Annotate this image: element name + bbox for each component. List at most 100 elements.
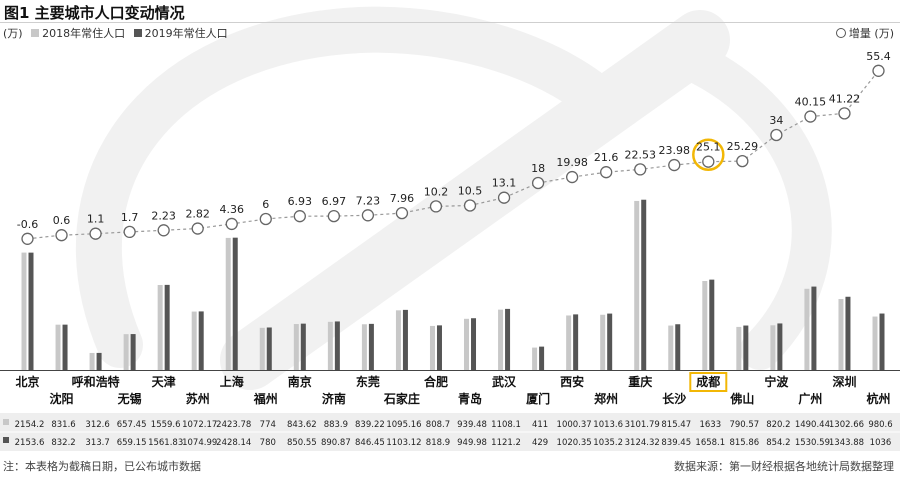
increase-value-label: 1.7 — [121, 211, 139, 224]
increase-value-label: -0.6 — [17, 218, 38, 231]
table-cell-2019: 1658.1 — [695, 438, 725, 448]
table-cell-2019: 1343.88 — [829, 438, 864, 448]
increase-value-label: 2.82 — [185, 208, 210, 221]
bar-2019 — [436, 325, 442, 370]
increase-value-label: 41.22 — [829, 92, 861, 105]
table-cell-2019: 1035.2 — [593, 438, 623, 448]
category-label: 东莞 — [356, 374, 380, 389]
bar-2018 — [395, 310, 401, 370]
increase-value-label: 40.15 — [795, 96, 827, 109]
bar-2019 — [402, 309, 408, 370]
table-cell-2019: 2428.14 — [216, 438, 251, 448]
increase-value-label: 7.96 — [390, 192, 415, 205]
bar-2019 — [232, 237, 238, 370]
bar-2018 — [838, 299, 844, 370]
increase-point — [157, 224, 170, 237]
title-divider — [0, 22, 900, 23]
table-cell-2018: 1000.37 — [557, 420, 592, 430]
table-cell-2019: 429 — [532, 438, 548, 448]
legend-2019-label: 2019年常住人口 — [144, 27, 228, 40]
increase-value-label: 4.36 — [219, 203, 244, 216]
increase-point — [770, 128, 783, 142]
data-source: 数据来源：第一财经根据各地统计局数据整理 — [674, 460, 894, 473]
highlight-ring-category — [689, 372, 728, 392]
bar-2019 — [334, 321, 340, 370]
increase-point — [429, 200, 443, 213]
increase-point — [565, 170, 579, 184]
table-cell-2019: 854.2 — [766, 438, 790, 448]
table-cell-2018: 1559.6 — [151, 420, 181, 430]
category-label: 无锡 — [117, 391, 142, 406]
watermark-logo — [75, 6, 832, 390]
bar-2019 — [266, 327, 272, 370]
bar-2019 — [198, 311, 204, 370]
table-cell-2018: 790.57 — [729, 420, 759, 430]
table-cell-2019: 659.15 — [117, 438, 147, 448]
bar-2018 — [55, 324, 61, 370]
table-cell-2018: 411 — [532, 420, 548, 430]
table-cell-2019: 1020.35 — [557, 438, 592, 448]
increase-point — [327, 209, 341, 223]
increase-value-label: 1.1 — [87, 213, 105, 226]
table-cell-2019: 3124.32 — [625, 438, 660, 448]
table-row-2018-swatch — [3, 419, 9, 425]
increase-point — [463, 199, 477, 212]
table-cell-2019: 949.98 — [457, 438, 487, 448]
table-cell-2018: 774 — [260, 420, 276, 430]
increase-point — [838, 107, 851, 120]
increase-point — [497, 191, 511, 204]
category-label: 广州 — [798, 391, 822, 406]
increase-value-label: 22.53 — [624, 148, 656, 161]
bar-2019 — [28, 252, 34, 370]
table-cell-2019: 818.9 — [426, 438, 450, 448]
category-label: 宁波 — [764, 374, 789, 389]
legend-bars: (万) 2018年常住人口 2019年常住人口 — [3, 25, 228, 41]
category-label: 合肥 — [424, 374, 448, 389]
category-label: 深圳 — [832, 374, 856, 389]
table-cell-2018: 1302.66 — [829, 420, 864, 430]
legend-2018-label: 2018年常住人口 — [42, 27, 126, 40]
increase-point — [804, 110, 817, 123]
bar-2019 — [777, 323, 783, 370]
bar-2018 — [668, 325, 674, 370]
table-cell-2018: 312.6 — [85, 420, 109, 430]
table-cell-2019: 846.45 — [355, 438, 385, 448]
table-cell-2018: 831.6 — [51, 420, 75, 430]
table-cell-2018: 1095.16 — [386, 420, 421, 430]
watermark-arc-left — [75, 6, 633, 368]
bar-2019 — [709, 279, 715, 370]
table-cell-2018: 820.2 — [766, 420, 790, 430]
legend-swatch-2019 — [133, 29, 142, 37]
bar-2019 — [675, 324, 681, 370]
bar-2018 — [123, 334, 129, 370]
watermark-arc-right — [670, 40, 832, 370]
increase-point — [395, 206, 409, 220]
bar-2019 — [368, 323, 374, 370]
table-cell-2018: 883.9 — [324, 420, 348, 430]
bar-2018 — [804, 288, 810, 370]
bar-2019 — [505, 308, 511, 370]
legend-increase-label: 增量 (万) — [848, 27, 894, 40]
category-label: 佛山 — [729, 391, 754, 406]
bar-2018 — [293, 324, 299, 370]
bar-2018 — [361, 324, 367, 370]
table-cell-2018: 1108.1 — [491, 420, 521, 430]
bar-2018 — [532, 347, 538, 370]
category-label: 杭州 — [866, 391, 890, 406]
bar-2018 — [770, 325, 776, 370]
bar-2019 — [62, 324, 68, 370]
increase-point — [634, 163, 647, 176]
category-label: 厦门 — [526, 391, 550, 406]
table-cell-2019: 2153.6 — [15, 438, 45, 448]
increase-point — [736, 154, 749, 168]
category-label: 呼和浩特 — [72, 374, 120, 389]
increase-point — [21, 232, 34, 245]
highlight-ring-point — [692, 138, 725, 171]
increase-value-label: 25.29 — [727, 140, 759, 153]
bar-2019 — [573, 314, 579, 370]
category-label: 北京 — [15, 374, 39, 389]
table-cell-2018: 3101.79 — [625, 420, 660, 430]
table-cell-2018: 839.22 — [355, 420, 385, 430]
bar-2018 — [702, 281, 708, 370]
